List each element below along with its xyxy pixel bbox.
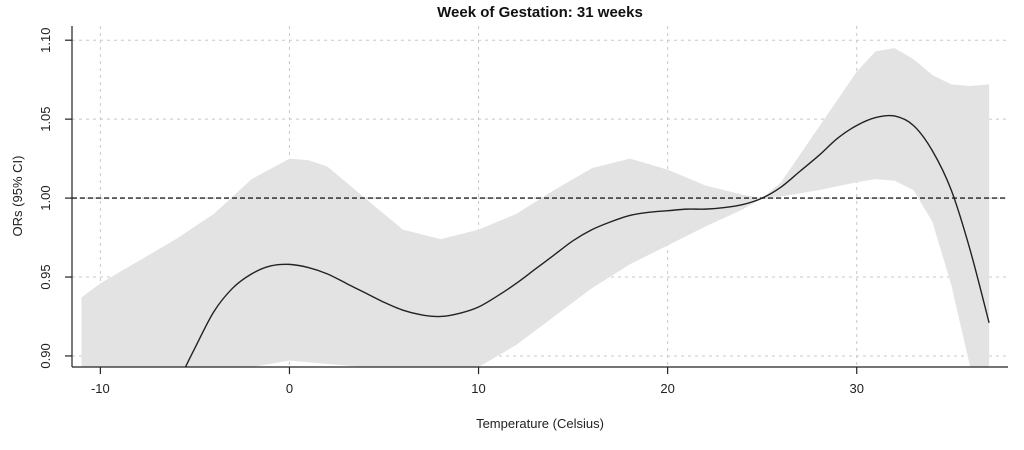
y-tick-label-2: 1.00 xyxy=(38,185,53,210)
y-tick-label-4: 1.10 xyxy=(38,28,53,53)
x-axis-label: Temperature (Celsius) xyxy=(476,416,604,431)
confidence-band xyxy=(81,48,990,367)
y-axis-label: ORs (95% CI) xyxy=(10,156,25,237)
x-tick-label-4: 30 xyxy=(849,381,863,396)
x-tick-label-2: 10 xyxy=(471,381,485,396)
estimate-line xyxy=(184,114,990,368)
axes: -10 0 10 20 30 0.90 0.95 1.00 1.05 1.10 xyxy=(38,26,1008,396)
estimate-line-group xyxy=(184,114,990,368)
y-tick-label-3: 1.05 xyxy=(38,106,53,131)
chart-title: Week of Gestation: 31 weeks xyxy=(437,4,643,21)
confidence-band-group xyxy=(81,48,990,367)
x-tick-label-1: 0 xyxy=(286,381,293,396)
x-tick-label-0: -10 xyxy=(91,381,110,396)
y-tick-label-1: 0.95 xyxy=(38,264,53,289)
y-tick-label-0: 0.90 xyxy=(38,343,53,368)
x-tick-label-3: 20 xyxy=(660,381,674,396)
